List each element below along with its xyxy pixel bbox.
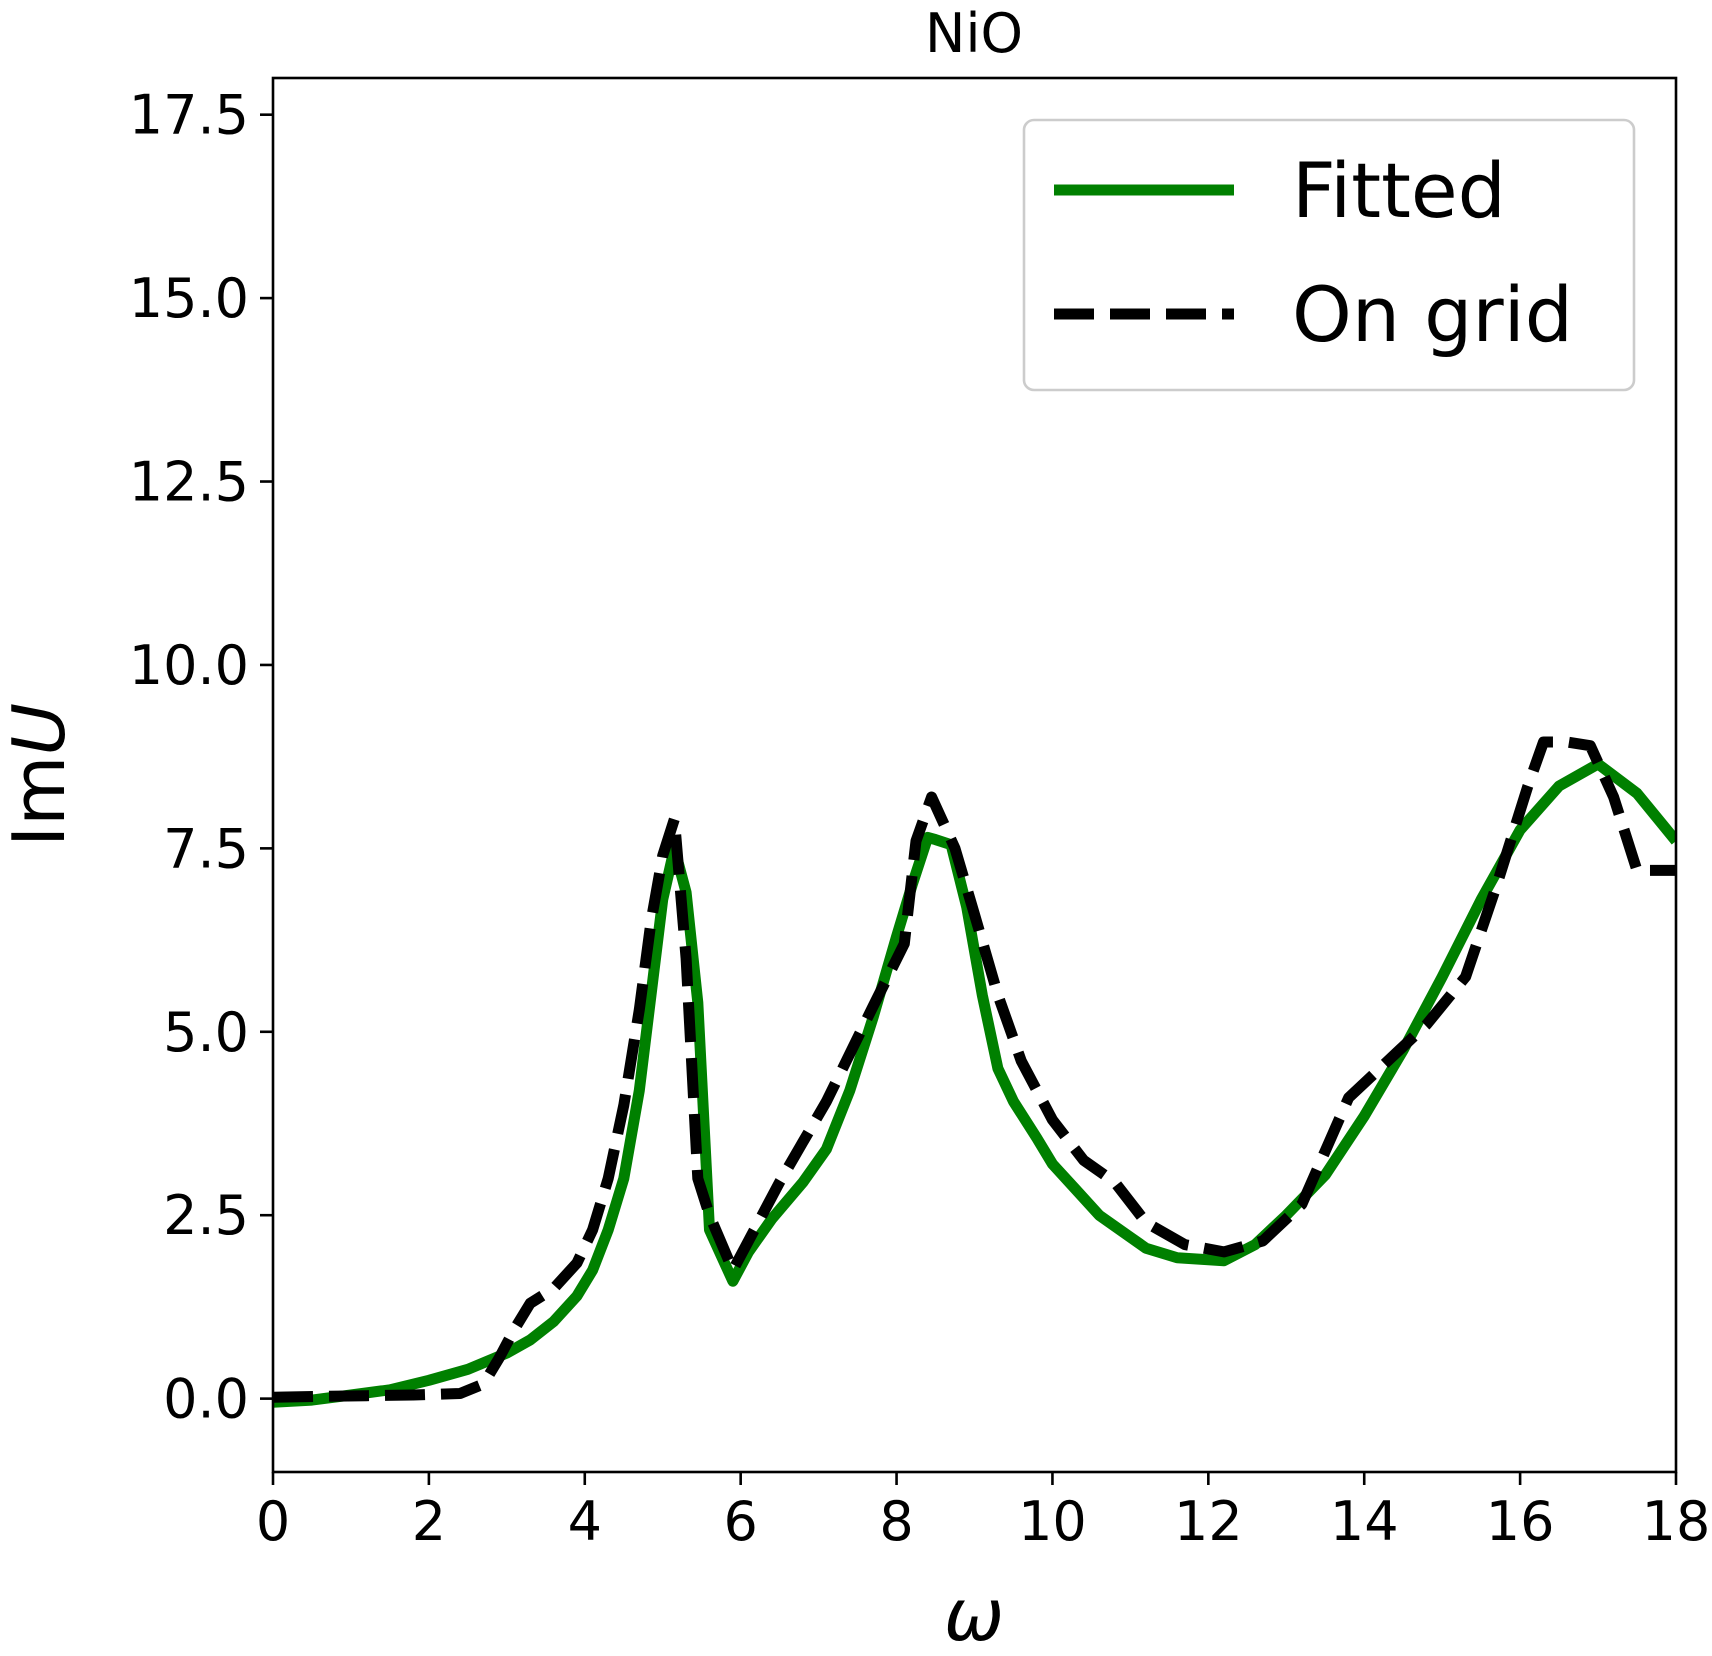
y-axis-label-variable: U [0,703,81,756]
y-tick-label: 12.5 [129,451,249,514]
series-layer [273,736,1676,1408]
legend-label-on-grid: On grid [1292,270,1573,359]
y-axis-label-prefix: Im [0,756,81,847]
chart-title: NiO [925,2,1023,65]
y-tick-label: 7.5 [163,817,249,880]
y-axis: 0.0 2.5 5.0 7.5 10.0 12.5 15.0 17.5 [129,84,273,1431]
series-line-on-grid [273,736,1676,1403]
x-tick-label: 6 [723,1490,757,1553]
x-tick-label: 14 [1330,1490,1399,1553]
legend-label-fitted: Fitted [1292,146,1506,235]
y-tick-label: 0.0 [163,1368,249,1431]
x-tick-label: 8 [879,1490,913,1553]
y-tick-label: 17.5 [129,84,249,147]
y-tick-label: 10.0 [129,634,249,697]
y-tick-label: 5.0 [163,1001,249,1064]
x-tick-label: 2 [412,1490,446,1553]
x-tick-label: 18 [1642,1490,1711,1553]
plot-frame [271,76,1678,1474]
x-tick-label: 12 [1174,1490,1243,1553]
x-axis: 0 2 4 6 8 10 12 14 16 18 [256,1472,1711,1553]
y-tick-label: 15.0 [129,267,249,330]
x-tick-label: 0 [256,1490,290,1553]
legend: Fitted On grid [1022,118,1636,392]
x-tick-label: 16 [1486,1490,1555,1553]
x-tick-label: 4 [568,1490,602,1553]
series-line-fitted [273,758,1676,1408]
y-axis-label: ImU [0,703,81,847]
x-axis-label: ω [944,1573,1004,1656]
y-tick-label: 2.5 [163,1184,249,1247]
x-tick-label: 10 [1018,1490,1087,1553]
